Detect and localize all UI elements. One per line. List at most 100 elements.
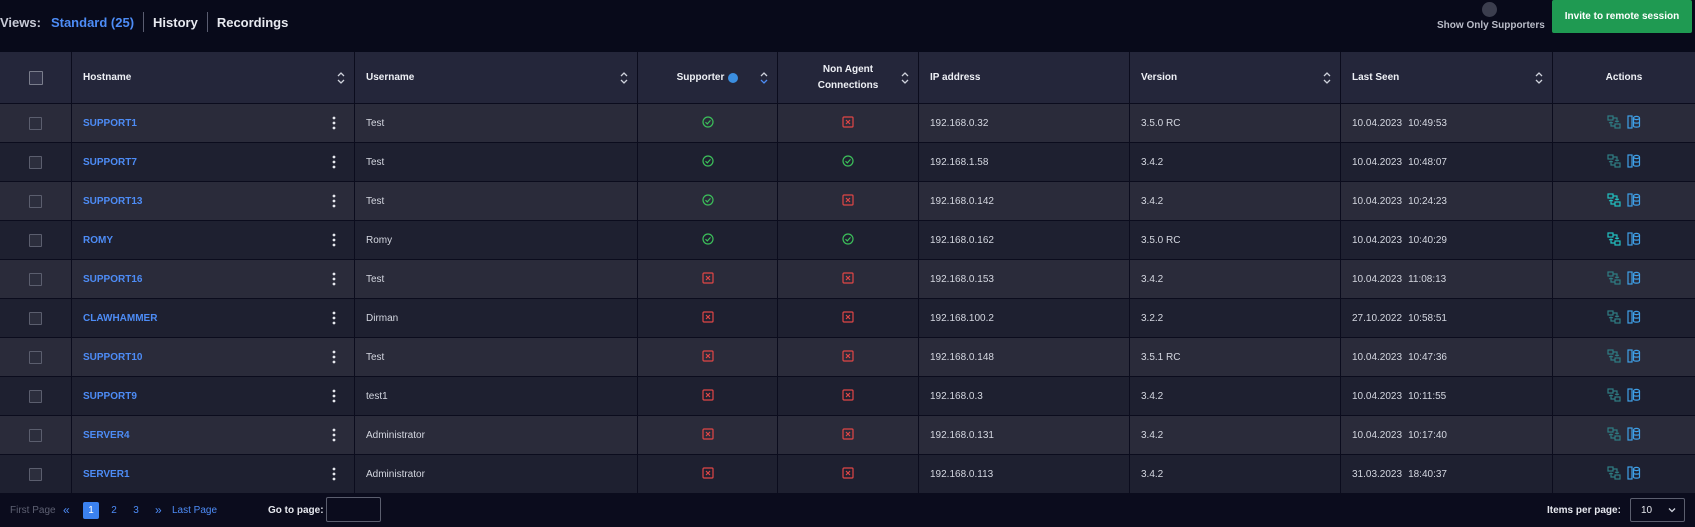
database-icon[interactable] xyxy=(1627,309,1641,327)
go-to-page-input[interactable] xyxy=(326,497,381,522)
remote-connect-icon[interactable] xyxy=(1607,231,1621,249)
hostname-link[interactable]: ROMY xyxy=(83,234,113,246)
database-icon[interactable] xyxy=(1627,231,1641,249)
table-row: SERVER4 Administrator 192.168.0.131 3.4.… xyxy=(0,416,1695,455)
database-icon[interactable] xyxy=(1627,192,1641,210)
remote-connect-icon[interactable] xyxy=(1607,426,1621,444)
header-last-seen[interactable]: Last Seen xyxy=(1341,52,1553,103)
remote-connect-icon[interactable] xyxy=(1607,309,1621,327)
hostname-link[interactable]: SERVER1 xyxy=(83,468,130,480)
hostname-link[interactable]: SERVER4 xyxy=(83,429,130,441)
hostname-link[interactable]: SUPPORT13 xyxy=(83,195,143,207)
last-seen-time: 10:24:23 xyxy=(1408,195,1447,207)
username-cell: Test xyxy=(355,143,638,181)
version-cell: 3.4.2 xyxy=(1130,416,1341,454)
header-username[interactable]: Username xyxy=(355,52,638,103)
view-standard[interactable]: Standard (25) xyxy=(50,14,135,30)
kebab-menu-icon[interactable] xyxy=(332,350,336,364)
row-checkbox[interactable] xyxy=(29,389,42,403)
kebab-menu-icon[interactable] xyxy=(332,272,336,286)
header-supporter[interactable]: Supporter xyxy=(638,52,778,103)
kebab-menu-icon[interactable] xyxy=(332,389,336,403)
page-2-button[interactable]: 2 xyxy=(111,505,117,516)
actions-cell xyxy=(1553,104,1695,142)
select-all-checkbox[interactable] xyxy=(28,70,43,85)
items-per-page-select[interactable]: 10 xyxy=(1630,498,1685,522)
hostname-link[interactable]: SUPPORT10 xyxy=(83,351,143,363)
hostname-link[interactable]: SUPPORT9 xyxy=(83,390,137,402)
database-icon[interactable] xyxy=(1627,348,1641,366)
sort-icon[interactable] xyxy=(1323,71,1331,85)
username-cell: Romy xyxy=(355,221,638,259)
remote-connect-icon[interactable] xyxy=(1607,153,1621,171)
row-checkbox[interactable] xyxy=(29,116,42,130)
version-cell: 3.4.2 xyxy=(1130,455,1341,493)
info-icon[interactable] xyxy=(728,72,739,83)
row-checkbox[interactable] xyxy=(29,350,42,364)
database-icon[interactable] xyxy=(1627,153,1641,171)
kebab-menu-icon[interactable] xyxy=(332,194,336,208)
show-only-supporters-toggle[interactable]: Show Only Supporters xyxy=(1437,2,1545,31)
views-label: Views: xyxy=(0,14,41,30)
row-checkbox[interactable] xyxy=(29,194,42,208)
remote-connect-icon[interactable] xyxy=(1607,114,1621,132)
sort-icon[interactable] xyxy=(620,71,628,85)
row-checkbox[interactable] xyxy=(29,272,42,286)
sort-icon[interactable] xyxy=(901,71,909,85)
double-chevron-left-icon[interactable]: « xyxy=(63,503,70,517)
supporter-cell xyxy=(638,260,778,298)
username-text: Administrator xyxy=(366,468,425,480)
remote-connect-icon[interactable] xyxy=(1607,387,1621,405)
remote-connect-icon[interactable] xyxy=(1607,270,1621,288)
kebab-menu-icon[interactable] xyxy=(332,467,336,481)
kebab-menu-icon[interactable] xyxy=(332,428,336,442)
database-icon[interactable] xyxy=(1627,426,1641,444)
remote-connect-icon[interactable] xyxy=(1607,348,1621,366)
view-recordings[interactable]: Recordings xyxy=(216,14,289,30)
page-1-button[interactable]: 1 xyxy=(83,502,99,519)
header-version[interactable]: Version xyxy=(1130,52,1341,103)
header-non-agent-connections[interactable]: Non Agent Connections xyxy=(778,52,919,103)
hostname-link[interactable]: SUPPORT1 xyxy=(83,117,137,129)
double-chevron-right-icon[interactable]: » xyxy=(155,503,162,517)
header-hostname[interactable]: Hostname xyxy=(72,52,355,103)
hostname-link[interactable]: SUPPORT7 xyxy=(83,156,137,168)
database-icon[interactable] xyxy=(1627,270,1641,288)
sort-icon[interactable] xyxy=(1535,71,1543,85)
invite-remote-session-button[interactable]: Invite to remote session xyxy=(1552,0,1692,33)
toggle-knob[interactable] xyxy=(1481,2,1497,17)
last-seen-time: 10:40:29 xyxy=(1408,234,1447,246)
remote-connect-icon[interactable] xyxy=(1607,465,1621,483)
last-seen-time: 11:08:13 xyxy=(1408,273,1447,285)
last-page-link[interactable]: Last Page xyxy=(172,504,218,516)
view-history[interactable]: History xyxy=(153,14,198,30)
database-icon[interactable] xyxy=(1627,465,1641,483)
last-seen-cell: 10.04.2023 10:40:29 xyxy=(1341,221,1553,259)
hostname-link[interactable]: SUPPORT16 xyxy=(83,273,143,285)
page-3-button[interactable]: 3 xyxy=(133,505,139,516)
row-checkbox[interactable] xyxy=(29,467,42,481)
sort-icon[interactable] xyxy=(337,71,345,85)
kebab-menu-icon[interactable] xyxy=(332,233,336,247)
row-checkbox[interactable] xyxy=(29,311,42,325)
row-checkbox[interactable] xyxy=(29,428,42,442)
check-circle-icon xyxy=(701,232,714,248)
kebab-menu-icon[interactable] xyxy=(332,116,336,130)
kebab-menu-icon[interactable] xyxy=(332,155,336,169)
table-row: SERVER1 Administrator 192.168.0.113 3.4.… xyxy=(0,455,1695,494)
hostname-link[interactable]: CLAWHAMMER xyxy=(83,312,158,324)
first-page-link[interactable]: First Page xyxy=(10,504,56,516)
non-agent-cell xyxy=(778,338,919,376)
version-cell: 3.4.2 xyxy=(1130,182,1341,220)
kebab-menu-icon[interactable] xyxy=(332,311,336,325)
row-select-cell xyxy=(0,143,72,181)
database-icon[interactable] xyxy=(1627,387,1641,405)
remote-connect-icon[interactable] xyxy=(1607,192,1621,210)
username-cell: Test xyxy=(355,338,638,376)
database-icon[interactable] xyxy=(1627,114,1641,132)
ip-cell: 192.168.0.153 xyxy=(919,260,1130,298)
hostname-cell: SERVER4 xyxy=(72,416,355,454)
row-checkbox[interactable] xyxy=(29,155,42,169)
row-checkbox[interactable] xyxy=(29,233,42,247)
sort-icon[interactable] xyxy=(760,71,768,85)
